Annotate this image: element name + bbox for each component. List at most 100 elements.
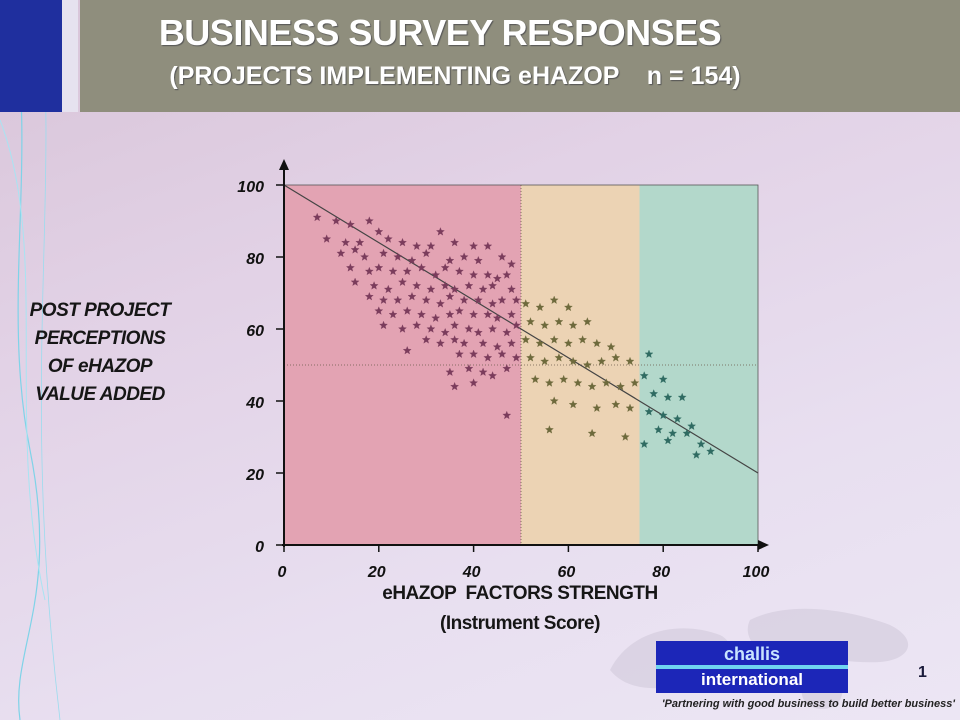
- data-point: [592, 338, 602, 348]
- x-tick-label: 100: [743, 564, 770, 581]
- data-point: [322, 234, 332, 243]
- data-point: [644, 349, 654, 358]
- data-point: [379, 248, 388, 258]
- data-point: [464, 324, 474, 333]
- data-point: [639, 439, 649, 448]
- data-point: [692, 450, 701, 459]
- data-point: [364, 216, 374, 225]
- data-point: [511, 295, 521, 304]
- data-point: [483, 241, 493, 250]
- data-point: [564, 302, 573, 312]
- data-point: [601, 378, 611, 387]
- data-point: [464, 363, 474, 373]
- x-tick-label: 60: [558, 564, 576, 581]
- data-point: [469, 241, 478, 250]
- logo-text-bottom: international: [700, 670, 803, 689]
- y-tick-label: 100: [237, 179, 264, 196]
- data-point: [346, 219, 355, 229]
- data-point: [412, 241, 422, 250]
- data-point: [398, 238, 407, 247]
- data-point: [469, 310, 478, 319]
- data-point: [402, 345, 412, 355]
- x-tick-label: 20: [367, 564, 386, 581]
- data-point: [573, 378, 583, 387]
- data-point: [545, 425, 554, 434]
- y-axis-arrow: [279, 159, 289, 170]
- data-point: [597, 356, 606, 366]
- data-point: [450, 237, 459, 247]
- data-point: [374, 263, 384, 272]
- y-axis-label-line: POST PROJECT: [29, 300, 171, 321]
- data-point: [417, 309, 426, 319]
- data-point: [545, 378, 554, 387]
- data-point: [696, 439, 706, 448]
- data-point: [398, 324, 407, 333]
- data-point: [398, 277, 407, 286]
- data-point: [483, 353, 493, 362]
- data-point: [469, 349, 478, 358]
- data-point: [639, 371, 649, 380]
- data-point: [426, 284, 436, 294]
- x-axis-sublabel: (Instrument Score): [440, 613, 600, 634]
- data-point: [630, 378, 640, 387]
- data-point: [488, 371, 497, 380]
- data-point: [369, 281, 379, 290]
- trend-line: [283, 184, 759, 474]
- data-point: [445, 310, 455, 319]
- data-point: [497, 349, 507, 358]
- data-point: [350, 277, 360, 286]
- data-point: [507, 284, 516, 294]
- data-point: [459, 338, 469, 348]
- data-point: [497, 252, 507, 261]
- data-point: [421, 248, 431, 258]
- data-point: [312, 212, 322, 222]
- data-point: [507, 259, 516, 268]
- data-point: [540, 320, 550, 330]
- data-point: [469, 378, 478, 387]
- data-point: [568, 399, 578, 409]
- data-point: [346, 263, 355, 272]
- x-axis-arrow: [758, 540, 769, 550]
- data-point: [383, 234, 393, 243]
- data-point: [535, 302, 545, 312]
- data-point: [431, 313, 441, 322]
- accent-bar: [0, 0, 62, 112]
- data-point: [388, 309, 398, 319]
- data-point: [473, 295, 483, 304]
- data-point: [530, 374, 540, 384]
- data-point: [644, 407, 654, 416]
- data-point: [526, 317, 535, 326]
- data-point: [554, 317, 564, 326]
- data-point: [388, 266, 398, 276]
- data-point: [393, 295, 403, 304]
- data-point: [440, 281, 450, 290]
- data-point: [478, 367, 488, 376]
- data-point: [502, 327, 512, 337]
- data-point: [455, 306, 464, 315]
- data-point: [473, 255, 483, 265]
- data-point: [455, 349, 464, 358]
- data-point: [677, 392, 687, 402]
- y-axis-label-line: OF eHAZOP: [47, 356, 153, 377]
- data-point: [620, 432, 630, 441]
- data-point: [682, 428, 692, 438]
- data-point: [625, 403, 635, 412]
- logo-divider: [656, 665, 848, 669]
- data-point: [478, 284, 488, 294]
- data-point: [379, 295, 388, 304]
- data-point: [587, 382, 597, 391]
- data-point: [658, 374, 668, 384]
- data-point: [540, 356, 550, 366]
- data-point: [421, 335, 431, 344]
- tagline: 'Partnering with good business to build …: [661, 698, 955, 710]
- data-point: [450, 381, 459, 391]
- data-point: [450, 284, 459, 294]
- data-point: [407, 291, 417, 301]
- data-point: [611, 353, 621, 362]
- x-axis-label: eHAZOP FACTORS STRENGTH: [382, 583, 658, 604]
- data-point: [502, 270, 512, 279]
- data-point: [502, 363, 512, 373]
- data-point: [440, 263, 450, 272]
- data-point: [526, 353, 535, 362]
- data-point: [488, 299, 497, 308]
